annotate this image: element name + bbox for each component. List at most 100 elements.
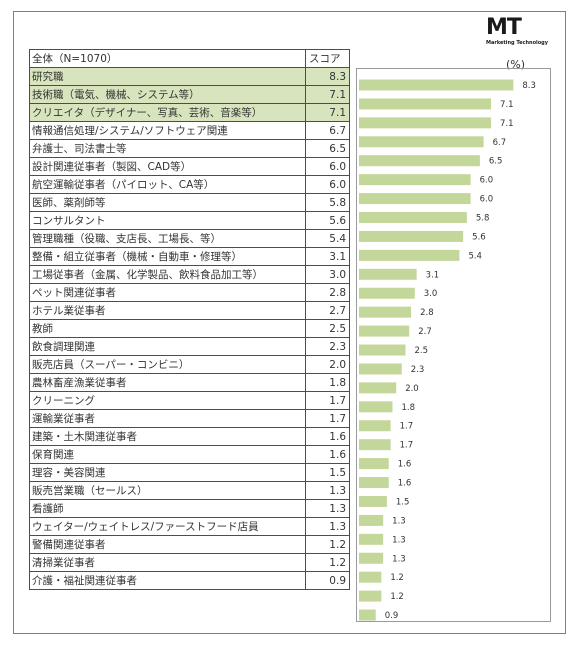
table-row: 理容・美容関連 1.5 — [29, 463, 350, 482]
occupation-name: 農林畜産漁業従事者 — [29, 373, 306, 392]
occupation-name: 飲食調理関連 — [29, 337, 306, 356]
bar-value-label: 7.1 — [500, 100, 514, 110]
bar — [359, 79, 514, 91]
occupation-name: クリエイタ（デザイナー、写真、芸術、音楽等） — [29, 103, 306, 122]
table-body: 研究職 8.3 技術職（電気、機械、システム等） 7.1 クリエイタ（デザイナー、写真、… — [29, 67, 350, 590]
table-row: 清掃業従事者 1.2 — [29, 553, 350, 572]
bar — [359, 590, 382, 602]
table-row: 建築・土木関連従事者 1.6 — [29, 427, 350, 446]
bar — [359, 193, 471, 205]
table-row: 介護・福祉関連従事者 0.9 — [29, 571, 350, 590]
bar-value-label: 1.7 — [400, 422, 414, 432]
table-row: 管理職種（役職、支店長、工場長、等） 5.4 — [29, 229, 350, 248]
occupation-score: 1.6 — [305, 427, 350, 446]
bar — [359, 136, 484, 148]
occupation-name: 技術職（電気、機械、システム等） — [29, 85, 306, 104]
occupation-name: 管理職種（役職、支店長、工場長、等） — [29, 229, 306, 248]
bar — [359, 325, 410, 337]
occupation-score: 2.7 — [305, 301, 350, 320]
table-row: ホテル業従事者 2.7 — [29, 301, 350, 320]
bar — [359, 458, 389, 470]
table-row: コンサルタント 5.6 — [29, 211, 350, 230]
table-row: 弁護士、司法書士等 6.5 — [29, 139, 350, 158]
occupation-name: 販売店員（スーパー・コンビニ） — [29, 355, 306, 374]
bar — [359, 363, 402, 375]
occupation-name: 看護師 — [29, 499, 306, 518]
bar-value-label: 2.3 — [411, 365, 425, 375]
occupation-score: 8.3 — [305, 67, 350, 86]
table-row: 航空運輸従事者（パイロット、CA等） 6.0 — [29, 175, 350, 194]
occupation-score: 2.5 — [305, 319, 350, 338]
bar-value-label: 6.7 — [493, 138, 507, 148]
bar-value-label: 1.3 — [392, 516, 406, 526]
table-row: クリエイタ（デザイナー、写真、芸術、音楽等） 7.1 — [29, 103, 350, 122]
bar-value-label: 1.8 — [401, 403, 415, 413]
bar — [359, 268, 417, 280]
bar-value-label: 1.5 — [396, 497, 410, 507]
table-row: ペット関連従事者 2.8 — [29, 283, 350, 302]
bar-value-label: 3.0 — [424, 289, 438, 299]
occupation-name: ホテル業従事者 — [29, 301, 306, 320]
occupation-name: 清掃業従事者 — [29, 553, 306, 572]
bar — [359, 477, 389, 489]
table-row: 飲食調理関連 2.3 — [29, 337, 350, 356]
bar-value-label: 2.8 — [420, 308, 434, 318]
header-score: スコア — [305, 49, 350, 68]
occupation-score: 3.0 — [305, 265, 350, 284]
table-row: 設計関連従事者（製図、CAD等） 6.0 — [29, 157, 350, 176]
bar-value-label: 5.4 — [468, 251, 482, 261]
occupation-name: 販売営業職（セールス） — [29, 481, 306, 500]
bar — [359, 98, 492, 110]
bar — [359, 552, 384, 564]
bar — [359, 212, 467, 224]
occupation-score: 1.7 — [305, 391, 350, 410]
bar — [359, 117, 492, 129]
occupation-name: 弁護士、司法書士等 — [29, 139, 306, 158]
bar-value-label: 8.3 — [522, 81, 536, 91]
occupation-score: 2.3 — [305, 337, 350, 356]
occupation-name: コンサルタント — [29, 211, 306, 230]
occupation-name: 介護・福祉関連従事者 — [29, 571, 306, 590]
bar-value-label: 5.6 — [472, 232, 486, 242]
table-row: 工場従事者（金属、化学製品、飲料食品加工等） 3.0 — [29, 265, 350, 284]
occupation-name: クリーニング — [29, 391, 306, 410]
bar — [359, 306, 412, 318]
occupation-score: 2.0 — [305, 355, 350, 374]
bar — [359, 382, 397, 394]
occupation-name: 教師 — [29, 319, 306, 338]
table-row: 医師、薬剤師等 5.8 — [29, 193, 350, 212]
bar-value-label: 0.9 — [385, 611, 399, 621]
occupation-name: 警備関連従事者 — [29, 535, 306, 554]
table-row: 情報通信処理/システム/ソフトウェア関連 6.7 — [29, 121, 350, 140]
bar-value-label: 1.2 — [390, 592, 404, 602]
occupation-score: 5.8 — [305, 193, 350, 212]
occupation-score: 6.5 — [305, 139, 350, 158]
occupation-score: 6.0 — [305, 175, 350, 194]
table-row: 教師 2.5 — [29, 319, 350, 338]
occupation-name: ウェイター/ウェイトレス/ファーストフード店員 — [29, 517, 306, 536]
occupation-name: 運輸業従事者 — [29, 409, 306, 428]
occupation-score: 5.4 — [305, 229, 350, 248]
bar — [359, 571, 382, 583]
table-row: 販売営業職（セールス） 1.3 — [29, 481, 350, 500]
occupation-name: 医師、薬剤師等 — [29, 193, 306, 212]
bar-value-label: 7.1 — [500, 119, 514, 129]
bar — [359, 514, 384, 526]
occupation-name: 工場従事者（金属、化学製品、飲料食品加工等） — [29, 265, 306, 284]
bar-value-label: 1.3 — [392, 554, 406, 564]
company-logo: MT Marketing Technology — [486, 16, 548, 47]
bar-value-label: 1.6 — [398, 479, 412, 489]
bar-value-label: 6.5 — [489, 157, 503, 167]
table-row: ウェイター/ウェイトレス/ファーストフード店員 1.3 — [29, 517, 350, 536]
table-row: 警備関連従事者 1.2 — [29, 535, 350, 554]
table-header-row: 全体（N=1070） スコア — [29, 49, 350, 68]
bar-chart-area: 8.3 7.1 7.1 6.7 6.5 6.0 6.0 5.8 5.6 5.4 3.1 3.0 2.8 2… — [356, 68, 551, 622]
bar-value-label: 3.1 — [426, 270, 440, 280]
score-table: 全体（N=1070） スコア 研究職 8.3 技術職（電気、機械、システム等） 7.1… — [29, 49, 350, 590]
bar-value-label: 1.6 — [398, 460, 412, 470]
bar — [359, 344, 406, 356]
occupation-score: 1.3 — [305, 499, 350, 518]
bar-value-label: 2.7 — [418, 327, 432, 337]
table-row: クリーニング 1.7 — [29, 391, 350, 410]
bar-value-label: 6.0 — [480, 195, 494, 205]
